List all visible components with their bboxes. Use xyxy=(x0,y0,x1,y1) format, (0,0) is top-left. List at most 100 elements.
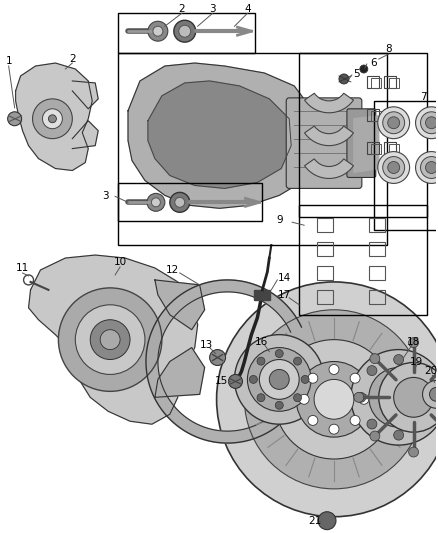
Circle shape xyxy=(170,192,190,212)
Text: 11: 11 xyxy=(16,263,29,273)
Polygon shape xyxy=(28,255,198,424)
Circle shape xyxy=(269,369,289,390)
Circle shape xyxy=(339,74,349,84)
Circle shape xyxy=(409,447,419,457)
Text: 2: 2 xyxy=(178,4,185,14)
Circle shape xyxy=(257,357,265,365)
Circle shape xyxy=(420,419,431,429)
Text: 7: 7 xyxy=(420,92,427,102)
Circle shape xyxy=(378,151,410,183)
Bar xyxy=(371,143,381,154)
Circle shape xyxy=(329,424,339,434)
Bar xyxy=(118,53,387,245)
Circle shape xyxy=(90,320,130,360)
Bar xyxy=(384,109,396,121)
Bar xyxy=(299,205,427,315)
Circle shape xyxy=(174,20,196,42)
Circle shape xyxy=(274,340,394,459)
Bar xyxy=(367,109,379,121)
Circle shape xyxy=(32,99,72,139)
Text: 4: 4 xyxy=(244,4,251,14)
Circle shape xyxy=(49,115,57,123)
Circle shape xyxy=(257,394,265,402)
Bar xyxy=(389,143,399,154)
Wedge shape xyxy=(304,126,353,146)
Circle shape xyxy=(153,26,163,36)
Circle shape xyxy=(367,366,377,376)
Circle shape xyxy=(360,65,368,73)
Circle shape xyxy=(370,354,380,364)
Circle shape xyxy=(249,375,258,383)
Circle shape xyxy=(296,361,372,437)
Circle shape xyxy=(58,288,162,391)
Circle shape xyxy=(420,157,438,179)
Circle shape xyxy=(234,335,324,424)
Bar xyxy=(254,290,270,300)
Bar xyxy=(317,266,333,280)
Text: 17: 17 xyxy=(278,290,291,300)
Circle shape xyxy=(7,112,21,126)
Text: 2: 2 xyxy=(69,54,76,64)
Circle shape xyxy=(370,431,380,441)
Bar xyxy=(317,290,333,304)
Bar xyxy=(367,76,379,88)
Circle shape xyxy=(147,193,165,211)
Circle shape xyxy=(247,348,311,411)
Circle shape xyxy=(383,112,405,134)
Circle shape xyxy=(216,282,438,516)
Bar xyxy=(317,218,333,232)
Circle shape xyxy=(75,305,145,375)
Circle shape xyxy=(229,375,243,389)
Bar xyxy=(389,111,399,121)
Circle shape xyxy=(388,161,399,173)
Circle shape xyxy=(179,25,191,37)
Text: 13: 13 xyxy=(200,340,213,350)
Circle shape xyxy=(388,117,399,128)
Polygon shape xyxy=(155,280,205,330)
Circle shape xyxy=(416,151,438,183)
Bar xyxy=(384,142,396,154)
Text: 9: 9 xyxy=(276,215,283,225)
Circle shape xyxy=(383,157,405,179)
Polygon shape xyxy=(128,63,317,208)
Circle shape xyxy=(350,415,360,425)
Circle shape xyxy=(356,392,366,402)
Circle shape xyxy=(301,375,309,383)
Circle shape xyxy=(210,350,226,366)
Circle shape xyxy=(314,379,354,419)
Circle shape xyxy=(329,365,339,375)
Circle shape xyxy=(379,362,438,432)
Circle shape xyxy=(351,350,438,445)
Bar xyxy=(317,242,333,256)
Bar xyxy=(299,53,427,217)
Text: 16: 16 xyxy=(255,337,268,346)
Circle shape xyxy=(420,366,431,376)
Bar xyxy=(369,290,385,304)
Circle shape xyxy=(152,198,160,207)
Bar xyxy=(367,142,379,154)
Circle shape xyxy=(308,415,318,425)
Circle shape xyxy=(276,350,283,358)
Bar xyxy=(371,111,381,121)
Circle shape xyxy=(430,387,438,401)
Bar xyxy=(118,13,255,53)
Text: 3: 3 xyxy=(209,4,216,14)
Circle shape xyxy=(378,107,410,139)
Circle shape xyxy=(276,401,283,409)
Circle shape xyxy=(409,337,419,348)
Circle shape xyxy=(318,512,336,530)
Circle shape xyxy=(175,197,185,207)
Text: 5: 5 xyxy=(353,69,360,79)
Polygon shape xyxy=(148,81,291,188)
Polygon shape xyxy=(155,348,205,397)
Bar xyxy=(371,78,381,88)
Bar xyxy=(369,218,385,232)
Text: 21: 21 xyxy=(308,516,321,526)
Text: 20: 20 xyxy=(424,367,437,376)
Circle shape xyxy=(423,381,438,408)
Circle shape xyxy=(431,392,438,402)
Text: 8: 8 xyxy=(385,44,392,54)
Polygon shape xyxy=(146,280,301,443)
Circle shape xyxy=(148,21,168,41)
Bar xyxy=(369,266,385,280)
